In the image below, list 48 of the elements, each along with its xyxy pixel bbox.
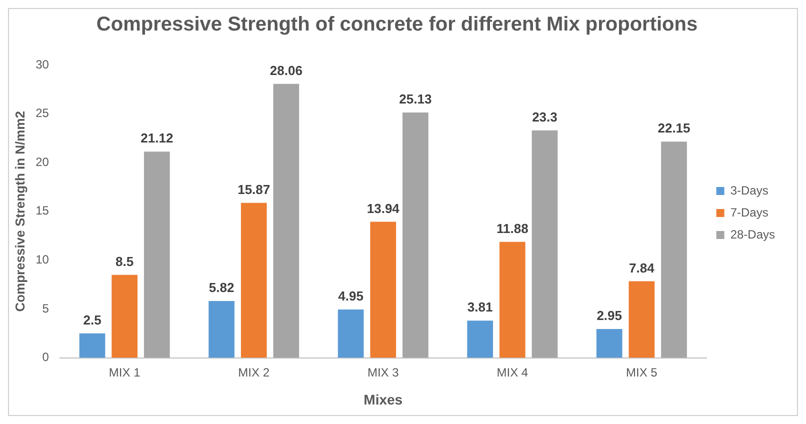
bar xyxy=(273,84,300,358)
x-tick-label: MIX 3 xyxy=(367,365,400,380)
data-label: 13.94 xyxy=(366,200,400,216)
bar xyxy=(467,320,494,358)
x-tick-label: MIX 5 xyxy=(626,365,658,380)
data-label: 7.84 xyxy=(629,260,656,276)
bar xyxy=(338,309,364,358)
x-tick-label: MIX 1 xyxy=(108,365,141,380)
data-label: 2.5 xyxy=(83,312,102,328)
data-label: 11.88 xyxy=(496,220,528,236)
data-label: 23.3 xyxy=(532,109,558,124)
y-tick-label: 25 xyxy=(36,106,50,120)
data-label: 2.95 xyxy=(596,308,622,324)
y-tick-label: 15 xyxy=(36,204,50,218)
legend-label: 3-Days xyxy=(730,183,768,198)
data-label: 15.87 xyxy=(238,182,270,197)
y-axis-title: Compressive Strength in N/mm2 xyxy=(12,110,28,312)
data-label: 8.5 xyxy=(116,254,134,269)
x-axis-title: Mixes xyxy=(364,391,403,408)
x-tick-label: MIX 2 xyxy=(238,365,270,380)
data-label: 21.12 xyxy=(140,130,174,146)
y-tick-label: 30 xyxy=(36,57,50,72)
data-label: 3.81 xyxy=(467,300,493,315)
bar xyxy=(628,281,655,358)
bar xyxy=(208,300,234,358)
chart-title: Compressive Strength of concrete for different Mix proportions xyxy=(96,14,698,36)
legend-label: 28-Days xyxy=(730,227,776,242)
y-tick-label: 0 xyxy=(42,350,50,364)
bar xyxy=(596,329,622,358)
data-label: 25.13 xyxy=(399,92,432,107)
y-tick-label: 10 xyxy=(36,252,50,267)
bar xyxy=(402,112,428,358)
bar xyxy=(532,130,558,358)
data-label: 22.15 xyxy=(658,120,690,136)
bar xyxy=(370,222,396,358)
y-tick-label: 20 xyxy=(36,154,50,169)
x-tick-label: MIX 4 xyxy=(496,365,528,380)
legend-label: 7-Days xyxy=(730,205,768,220)
bar xyxy=(112,274,138,358)
data-label: 4.95 xyxy=(338,288,364,304)
bar xyxy=(240,202,267,358)
data-label: 5.82 xyxy=(208,280,234,296)
bar xyxy=(661,142,687,358)
bar xyxy=(79,333,106,358)
data-label: 28.06 xyxy=(270,63,302,78)
bar xyxy=(144,152,170,358)
y-tick-label: 5 xyxy=(42,301,50,316)
bar xyxy=(499,242,526,358)
